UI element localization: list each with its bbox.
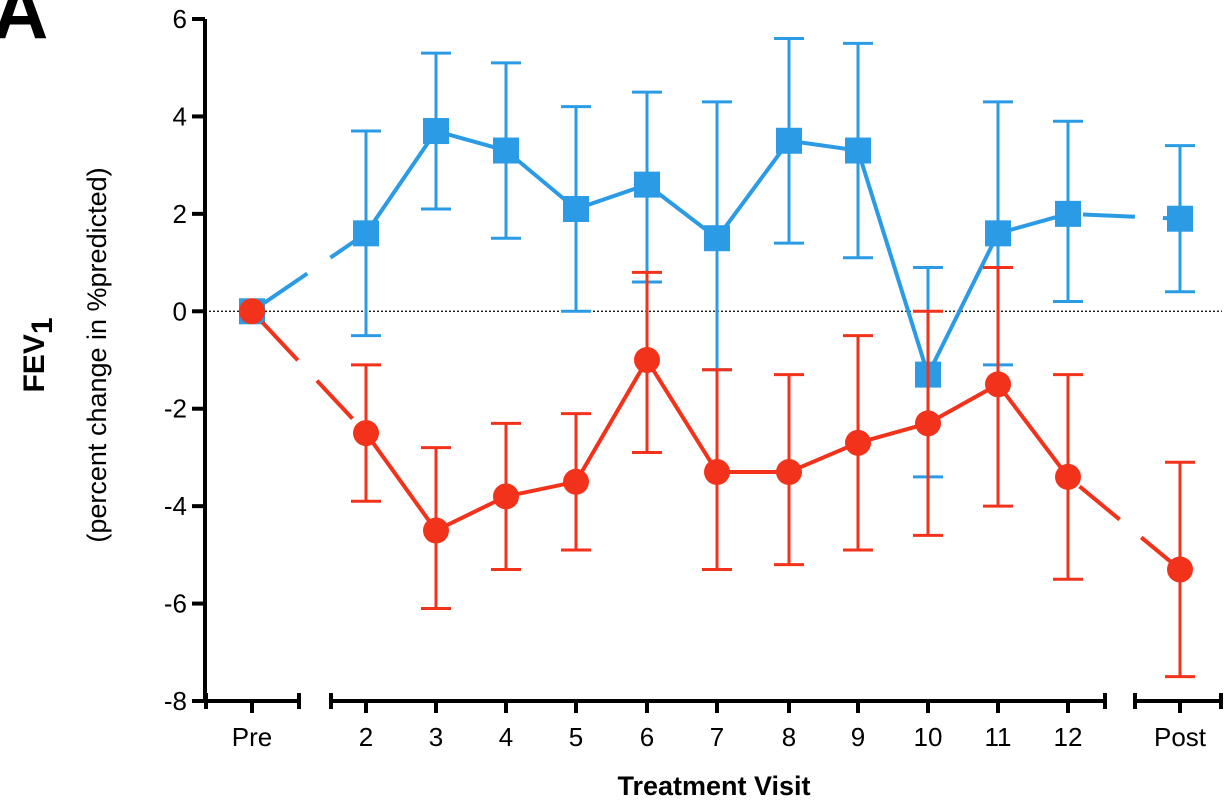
data-point: [704, 225, 730, 252]
series-break-line: [250, 309, 368, 435]
x-tick-label: 5: [569, 722, 583, 752]
data-point: [563, 195, 589, 222]
x-tick-label: 3: [429, 722, 443, 752]
series-2: [239, 265, 1195, 679]
y-axis-title-subscript: 1: [26, 317, 59, 334]
y-tick-label: -4: [164, 491, 187, 521]
y-axis-subtitle: (percent change in %predicted): [82, 167, 112, 542]
data-point: [353, 420, 379, 447]
x-tick-label: 4: [499, 722, 513, 752]
x-tick-label: 11: [985, 722, 1012, 752]
x-tick-label: 2: [359, 722, 373, 752]
y-axis-title-main: FEV: [18, 334, 51, 392]
series-break-line: [1066, 475, 1182, 572]
data-point: [493, 137, 519, 164]
y-tick-label: -8: [164, 686, 187, 716]
x-tick-label: Pre: [232, 722, 272, 752]
data-point: [985, 220, 1011, 247]
x-tick-label: 10: [914, 722, 943, 752]
series-layer: [239, 36, 1195, 679]
x-tick-label: 9: [851, 722, 865, 752]
data-point: [985, 371, 1011, 398]
data-point: [353, 220, 379, 247]
data-point: [1055, 200, 1081, 227]
svg-text:FEV1: FEV1: [18, 317, 59, 392]
x-tick-label: 8: [782, 722, 796, 752]
data-point: [493, 483, 519, 510]
x-tick-label: 6: [640, 722, 654, 752]
y-tick-label: -2: [164, 394, 187, 424]
y-axis-title: FEV1: [18, 317, 59, 392]
data-point: [239, 298, 265, 325]
y-tick-label: -6: [164, 589, 187, 619]
axes-layer: 6 4 2 0 -2 -4 -6 -8 Pre 2 3 4 5 6 7 8 9 10 11 12 Post: [164, 4, 1223, 752]
data-point: [1167, 205, 1193, 232]
y-tick-label: 4: [173, 101, 187, 131]
x-tick-label: Post: [1154, 722, 1207, 752]
data-point: [423, 517, 449, 544]
data-point: [1055, 463, 1081, 490]
data-point: [1167, 556, 1193, 583]
series-break-line: [250, 231, 368, 313]
x-tick-label: 12: [1054, 722, 1083, 752]
y-tick-label: 0: [173, 296, 187, 326]
data-point: [915, 410, 941, 437]
panel-label: A: [0, 0, 48, 55]
data-point: [704, 459, 730, 486]
x-axis-title: Treatment Visit: [617, 771, 810, 801]
data-point: [776, 459, 802, 486]
series-break-line: [1067, 211, 1181, 221]
x-tick-label: 7: [710, 722, 724, 752]
data-point: [634, 171, 660, 198]
y-tick-label: 6: [173, 4, 187, 34]
data-point: [845, 429, 871, 456]
y-tick-label: 2: [173, 199, 187, 229]
data-point: [776, 127, 802, 154]
data-point: [423, 118, 449, 145]
data-point: [634, 347, 660, 373]
data-point: [563, 468, 589, 495]
data-point: [845, 137, 871, 164]
